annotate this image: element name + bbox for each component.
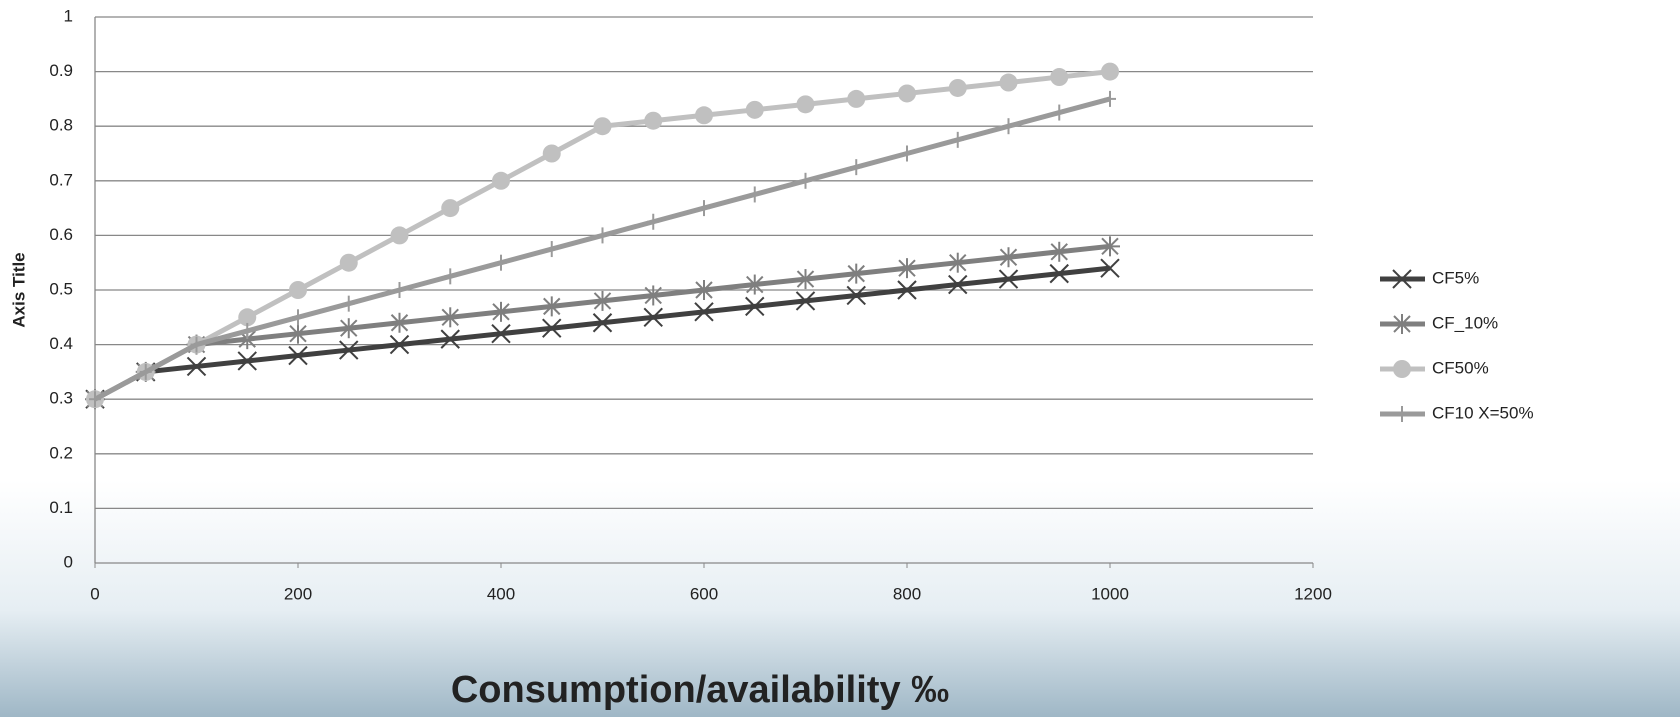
marker (647, 214, 659, 230)
marker-dot (1393, 360, 1411, 378)
marker (543, 145, 561, 163)
marker (643, 285, 663, 305)
marker (394, 282, 406, 298)
marker (546, 241, 558, 257)
marker-dot (340, 254, 358, 272)
marker-dot (594, 117, 612, 135)
marker (1392, 314, 1412, 334)
marker (797, 95, 815, 113)
marker (898, 84, 916, 102)
marker (339, 318, 359, 338)
legend-label: CF10 X=50% (1432, 403, 1534, 422)
y-tick-label: 0.6 (49, 225, 73, 244)
x-axis-title: Consumption/availability ‰ (451, 669, 949, 711)
marker-dot (695, 106, 713, 124)
marker (1000, 74, 1018, 92)
marker (441, 199, 459, 217)
x-tick-label: 1200 (1294, 584, 1332, 603)
y-tick-label: 0.3 (49, 389, 73, 408)
y-tick-label: 0.4 (49, 334, 73, 353)
marker-dot (949, 79, 967, 97)
marker-dot (1050, 68, 1068, 86)
marker-dot (492, 172, 510, 190)
y-tick-label: 0.7 (49, 170, 73, 189)
marker (391, 226, 409, 244)
legend-label: CF5% (1432, 268, 1479, 287)
marker-dot (898, 84, 916, 102)
x-tick-label: 400 (487, 584, 515, 603)
marker (340, 254, 358, 272)
marker (1104, 91, 1116, 107)
marker (1393, 360, 1411, 378)
marker (745, 275, 765, 295)
marker (800, 173, 812, 189)
legend-label: CF50% (1432, 358, 1489, 377)
marker (698, 200, 710, 216)
marker (292, 309, 304, 325)
marker (948, 253, 968, 273)
marker (1101, 63, 1119, 81)
marker-dot (391, 226, 409, 244)
marker (850, 159, 862, 175)
marker (847, 90, 865, 108)
marker (746, 101, 764, 119)
marker (289, 281, 307, 299)
marker (846, 264, 866, 284)
marker (542, 296, 562, 316)
marker-dot (1101, 63, 1119, 81)
marker (644, 112, 662, 130)
marker (593, 291, 613, 311)
marker (949, 79, 967, 97)
marker (597, 227, 609, 243)
marker (1050, 68, 1068, 86)
y-tick-label: 1 (64, 6, 73, 25)
marker (594, 117, 612, 135)
legend-label: CF_10% (1432, 313, 1498, 332)
marker (1053, 105, 1065, 121)
marker (901, 146, 913, 162)
marker-dot (543, 145, 561, 163)
x-tick-label: 0 (90, 584, 99, 603)
marker-dot (1000, 74, 1018, 92)
y-tick-label: 0 (64, 552, 73, 571)
marker-dot (441, 199, 459, 217)
marker (694, 280, 714, 300)
marker (288, 324, 308, 344)
x-tick-label: 600 (690, 584, 718, 603)
x-tick-label: 800 (893, 584, 921, 603)
marker (1003, 118, 1015, 134)
y-tick-label: 0.5 (49, 279, 73, 298)
marker (1396, 406, 1408, 422)
marker (952, 132, 964, 148)
y-axis-title: Axis Title (9, 252, 28, 327)
x-tick-label: 1000 (1091, 584, 1129, 603)
x-tick-label: 200 (284, 584, 312, 603)
marker (343, 296, 355, 312)
marker (999, 247, 1019, 267)
marker (1100, 236, 1120, 256)
y-tick-label: 0.8 (49, 116, 73, 135)
y-tick-label: 0.1 (49, 498, 73, 517)
marker (897, 258, 917, 278)
y-tick-label: 0.9 (49, 61, 73, 80)
marker (796, 269, 816, 289)
marker-dot (847, 90, 865, 108)
marker (1049, 242, 1069, 262)
marker (749, 186, 761, 202)
marker-dot (797, 95, 815, 113)
marker (492, 172, 510, 190)
marker-dot (746, 101, 764, 119)
marker (390, 313, 410, 333)
marker (440, 307, 460, 327)
marker-dot (644, 112, 662, 130)
marker (491, 302, 511, 322)
chart: Consumption/availability ‰ Axis Title 00… (0, 0, 1680, 717)
marker (695, 106, 713, 124)
marker (495, 255, 507, 271)
marker (444, 268, 456, 284)
y-tick-label: 0.2 (49, 443, 73, 462)
marker-dot (289, 281, 307, 299)
